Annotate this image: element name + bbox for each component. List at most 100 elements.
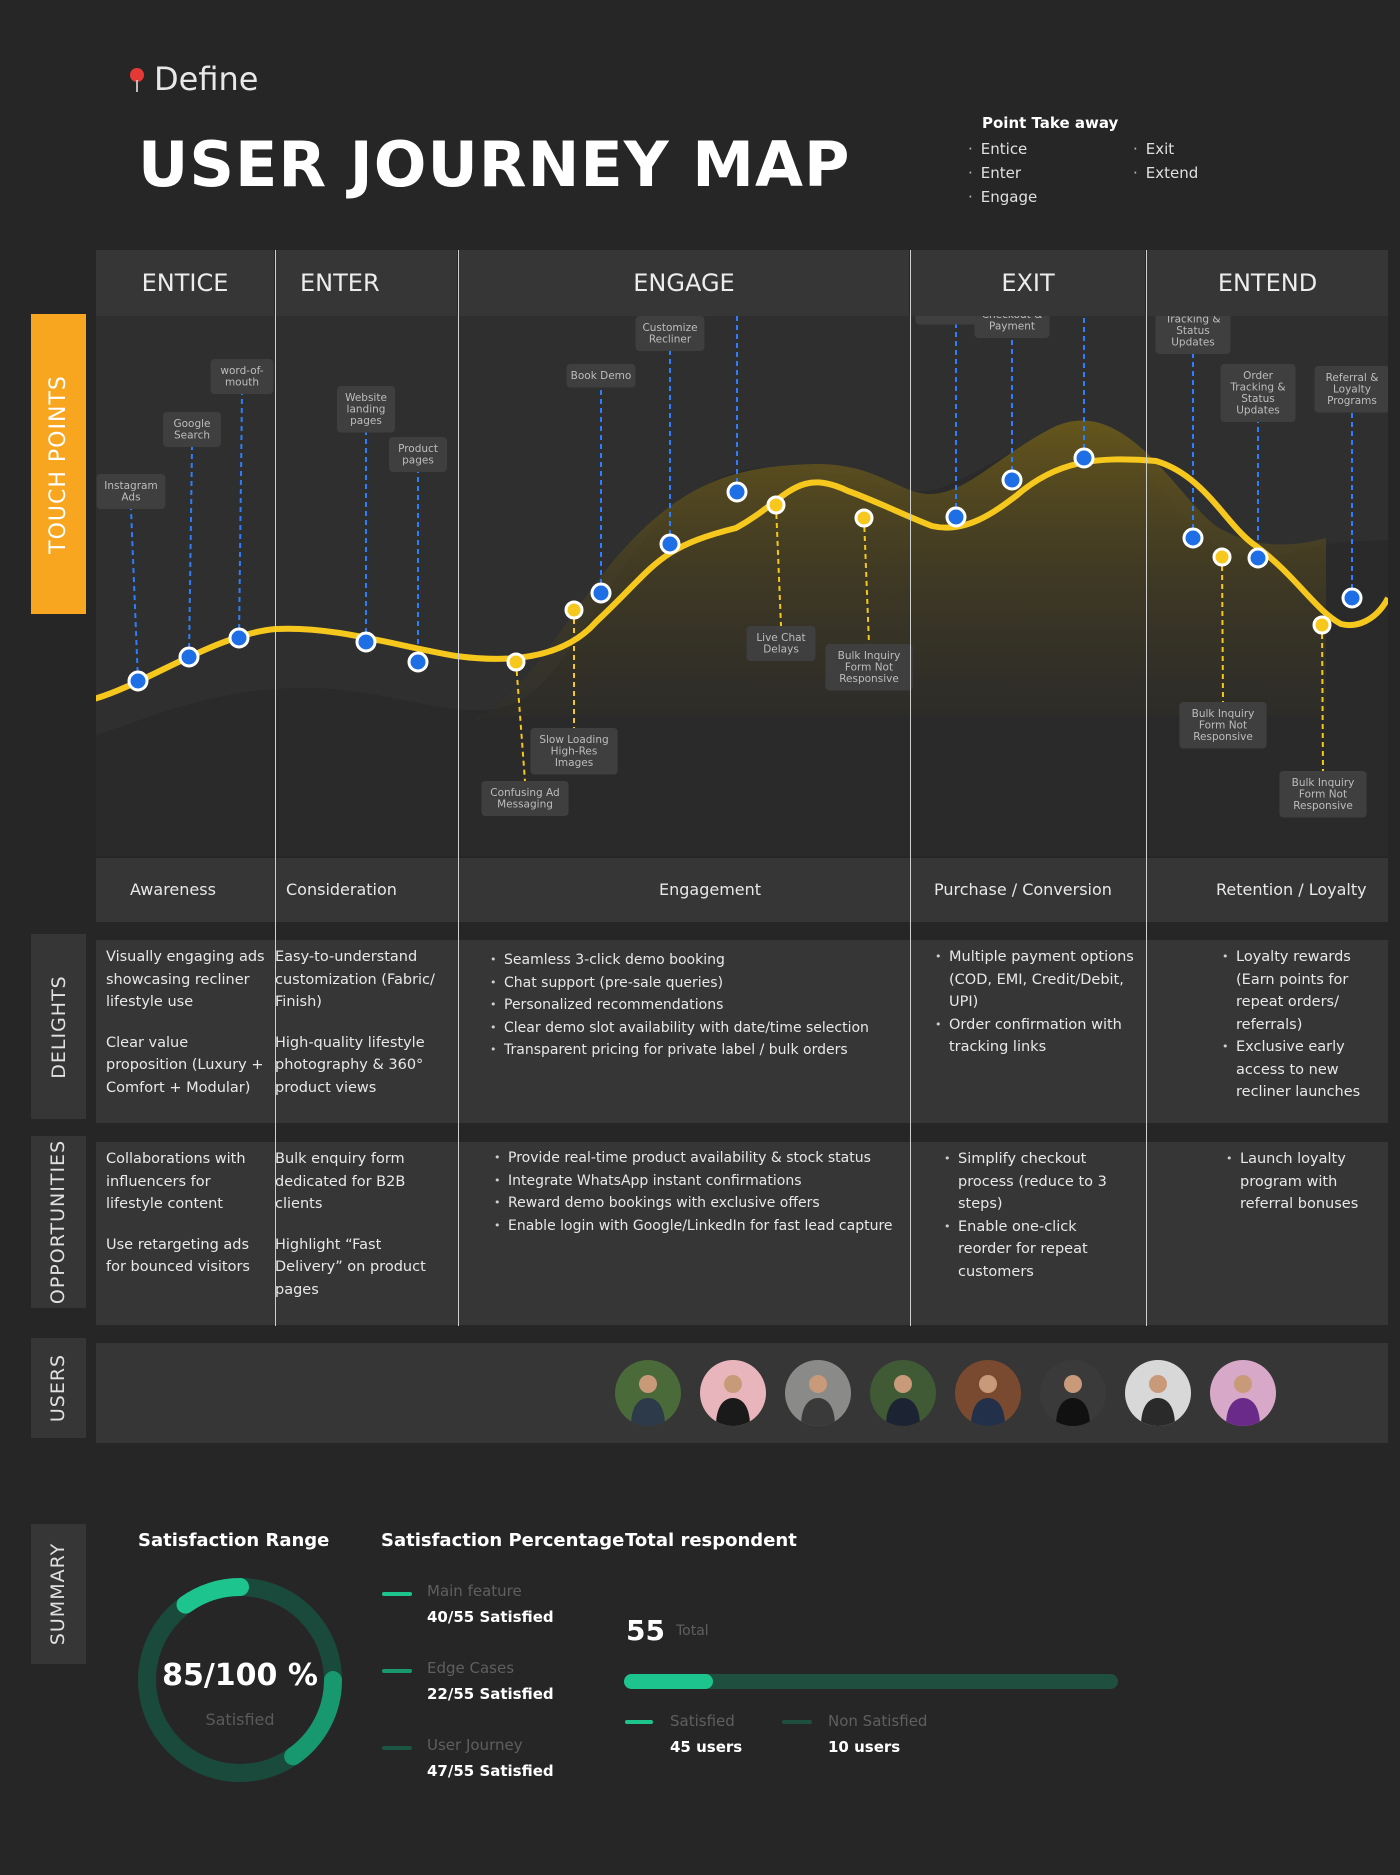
delight-item: Order confirmation with tracking links xyxy=(935,1014,1135,1059)
opportunity-item: Bulk enquiry form dedicated for B2B clie… xyxy=(275,1151,406,1212)
touch-dot-positive xyxy=(355,631,377,653)
touch-dot-positive xyxy=(178,646,200,668)
touch-label-text: Tracking & xyxy=(1229,382,1285,394)
touch-label-box xyxy=(163,412,221,447)
total-respondent-title: Total respondent xyxy=(625,1530,797,1551)
touch-label-box xyxy=(530,728,618,775)
delight-item: Transparent pricing for private label / … xyxy=(490,1039,900,1062)
touch-dot-positive xyxy=(407,651,429,673)
delight-item: High-quality lifestyle photography & 360… xyxy=(275,1034,425,1096)
touch-label-text: Product xyxy=(398,443,438,455)
stage-engage: ENGAGE xyxy=(459,250,909,316)
tab-touch-points: TOUCH POINTS xyxy=(31,314,86,614)
touch-label-text: Payment xyxy=(989,321,1035,333)
stage-entice: ENTICE xyxy=(96,250,274,316)
touch-label-box xyxy=(746,626,816,661)
person-icon xyxy=(1226,1375,1260,1426)
opportunity-item: Collaborations with influencers for life… xyxy=(106,1151,246,1212)
leader-line-negative xyxy=(863,517,870,645)
touch-label-text: Google xyxy=(173,418,210,430)
tab-label: USERS xyxy=(47,1353,70,1423)
divider xyxy=(910,250,911,1326)
touch-dot-positive xyxy=(1073,447,1095,469)
touch-label-text: Updates xyxy=(1171,337,1215,349)
person-icon xyxy=(716,1375,750,1426)
delight-item: Easy-to-understand customization (Fabric… xyxy=(275,949,435,1010)
phase-purchase: Purchase / Conversion xyxy=(934,880,1112,899)
touch-label-text: Confusing Ad xyxy=(490,787,559,799)
touch-label-text: Delays xyxy=(763,644,799,656)
touch-dots xyxy=(127,447,1363,692)
touch-label-text: Live Chat xyxy=(756,632,805,644)
tab-label: OPPORTUNITIES xyxy=(47,1139,70,1305)
touch-label-box xyxy=(96,474,166,509)
touch-dot-positive xyxy=(1182,527,1204,549)
person-icon xyxy=(971,1375,1005,1426)
opportunity-item: Enable one-click reorder for repeat cust… xyxy=(944,1216,1134,1284)
user-avatar xyxy=(1210,1360,1276,1426)
user-avatar xyxy=(870,1360,936,1426)
stage-entend: ENTEND xyxy=(1147,250,1388,316)
metric-label: User Journey xyxy=(427,1736,523,1754)
touch-label-box xyxy=(1220,364,1296,422)
delight-item: Personalized recommendations xyxy=(490,994,900,1017)
journey-curve xyxy=(93,456,1391,702)
tab-opportunities: OPPORTUNITIES xyxy=(31,1136,86,1308)
touch-label-text: Status xyxy=(1241,393,1274,405)
touch-label-text: Search xyxy=(174,430,210,442)
opportunities-entice: Collaborations with influencers for life… xyxy=(106,1148,266,1297)
touch-dot-negative xyxy=(506,652,526,672)
takeaway-item: Enter xyxy=(968,164,1021,182)
takeaway-item: Exit xyxy=(1133,140,1174,158)
touch-dot-positive xyxy=(726,481,748,503)
touch-dot-positive xyxy=(659,533,681,555)
gauge-segment xyxy=(138,1578,342,1782)
delight-item: Clear demo slot availability with date/t… xyxy=(490,1017,900,1040)
leader-lines xyxy=(130,311,1353,782)
touch-dot-positive xyxy=(590,582,612,604)
divider xyxy=(1146,250,1147,1326)
leader-line-negative xyxy=(775,504,782,627)
gauge-segment xyxy=(138,1578,342,1782)
delight-item: Visually engaging ads showcasing recline… xyxy=(106,949,265,1010)
takeaway-title: Point Take away xyxy=(982,114,1119,132)
touch-label-box xyxy=(481,781,569,816)
satisfied-label: Satisfied xyxy=(670,1712,735,1730)
person-icon xyxy=(1141,1375,1175,1426)
respondent-bar xyxy=(624,1674,1118,1689)
phase-consideration: Consideration xyxy=(286,880,397,899)
person-icon xyxy=(631,1375,665,1426)
touch-label-box xyxy=(1179,702,1267,749)
phase-engagement: Engagement xyxy=(659,880,762,899)
leader-line-negative xyxy=(1221,556,1224,703)
touch-label-text: Bulk Inquiry xyxy=(838,650,901,662)
satisfaction-gauge xyxy=(138,1578,342,1782)
touch-label-box xyxy=(1279,771,1367,818)
touch-label-text: Loyalty xyxy=(1333,384,1371,396)
touch-label-text: Responsive xyxy=(1193,731,1253,743)
person-icon xyxy=(1056,1375,1090,1426)
total-label: Total xyxy=(676,1623,709,1639)
touch-label-text: Bulk Inquiry xyxy=(1192,708,1255,720)
metric-swatch xyxy=(382,1746,412,1750)
delights-entice: Visually engaging ads showcasing recline… xyxy=(106,946,266,1117)
user-avatar xyxy=(1040,1360,1106,1426)
tab-label: SUMMARY xyxy=(47,1542,70,1646)
section-title: Define xyxy=(154,60,259,98)
metric-swatch xyxy=(382,1592,412,1596)
touch-label-text: Referral & xyxy=(1326,372,1379,384)
touch-label-text: Responsive xyxy=(1293,800,1353,812)
opportunities-engage: Provide real-time product availability &… xyxy=(494,1147,904,1237)
tab-users: USERS xyxy=(31,1338,86,1438)
touch-label-text: landing xyxy=(347,404,386,416)
touch-label-text: Images xyxy=(555,757,593,769)
touch-label-text: word-of- xyxy=(220,365,263,377)
satisfaction-range-title: Satisfaction Range xyxy=(138,1530,330,1551)
opportunity-item: Highlight “Fast Delivery” on product pag… xyxy=(275,1236,426,1298)
